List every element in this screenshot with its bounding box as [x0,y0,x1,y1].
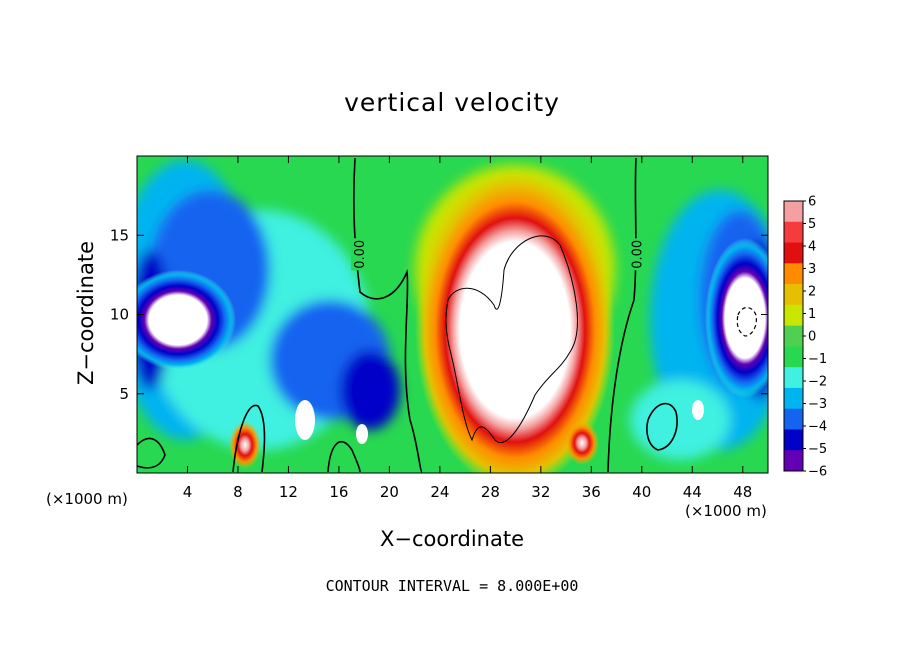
colorbar-swatch [784,429,803,451]
colorbar-label: 3 [808,262,816,277]
x-tick-label: 20 [380,483,399,501]
colorbar-swatch [784,304,803,327]
x-tick-label: 8 [233,483,243,501]
x-tick-label: 36 [582,483,601,501]
x-tick-label: 48 [733,483,752,501]
colorbar-swatch [784,221,803,244]
colorbar-label: −6 [808,465,827,480]
colorbar-swatch [784,346,803,368]
colorbar-label: −2 [808,375,827,390]
x-tick-label: 32 [531,483,550,501]
x-unit-left: (×1000 m) [46,490,128,508]
colorbar-swatch [784,387,803,410]
colorbar-label: 4 [808,240,816,255]
x-tick-label: 24 [430,483,449,501]
colorbar-label: 5 [808,217,816,232]
y-tick-label: 15 [110,226,129,244]
contour-interval-note: CONTOUR INTERVAL = 8.000E+00 [325,577,579,595]
y-tick-label: 5 [119,385,129,403]
velocity-field [137,156,768,473]
colorbar-label: 2 [808,285,816,300]
colorbar-swatch [784,242,803,264]
x-unit-right: (×1000 m) [685,502,767,520]
colorbar-swatch [784,408,803,430]
y-axis-label: Z−coordinate [74,241,98,385]
colorbar-label: −1 [808,352,827,367]
x-tick-label: 12 [279,483,298,501]
colorbar-label: 1 [808,307,816,322]
colorbar-swatch [784,201,803,223]
colorbar-swatch [784,325,803,347]
contour-label-bg [628,238,645,271]
contour-label-bg [351,238,368,271]
y-tick-label: 10 [110,306,129,324]
x-tick-label: 40 [632,483,651,501]
x-axis-label: X−coordinate [380,527,524,551]
y-axis: 5 10 15 [110,226,768,403]
x-tick-label: 16 [329,483,348,501]
x-tick-label: 44 [683,483,702,501]
colorbar-label: −4 [808,420,827,435]
colorbar-swatch [784,450,803,472]
x-axis: 4 8 12 16 20 24 28 32 36 40 44 48 [183,156,752,501]
colorbar-label: −3 [808,397,827,412]
contour-label: 0.00 [353,240,368,269]
colorbar-swatch [784,263,803,285]
colorbar-label: 0 [808,330,816,345]
colorbar-swatch [784,367,803,389]
x-tick-label: 4 [183,483,193,501]
colorbar-label: −5 [808,442,827,457]
colorbar: 6 5 4 3 2 1 0 −1 −2 −3 −4 −5 −6 [783,195,827,480]
colorbar-swatch [784,284,803,306]
x-tick-label: 28 [481,483,500,501]
contour-label: 0.00 [631,240,646,269]
contour-labels: 0.00 0.00 [351,238,646,271]
chart-title: vertical velocity [344,88,560,117]
colorbar-label: 6 [808,195,816,210]
